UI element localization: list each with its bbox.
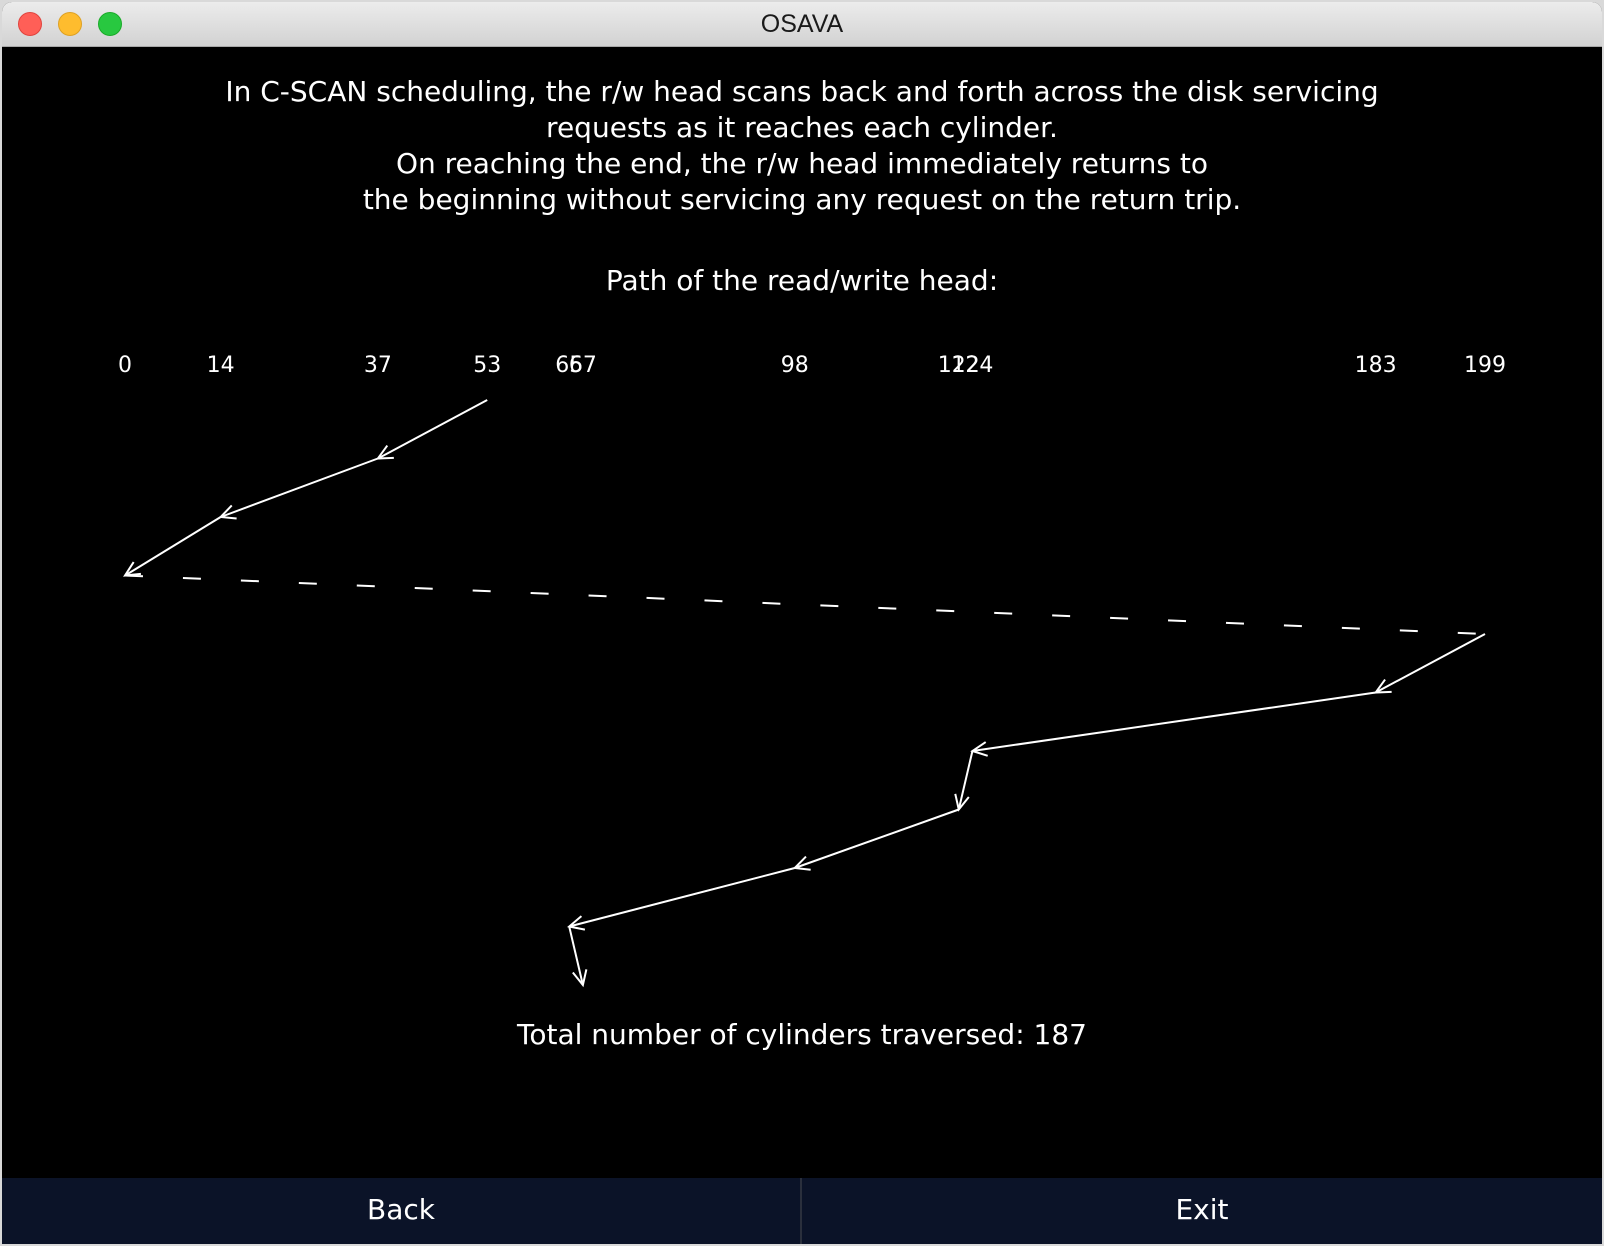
tick-label: 122 (937, 353, 980, 378)
zoom-window-button[interactable] (98, 12, 122, 36)
tick-label: 67 (568, 353, 597, 378)
button-bar: Back Exit (2, 1178, 1602, 1244)
path-title: Path of the read/write head: (605, 264, 999, 297)
description-line: the beginning without servicing any requ… (362, 183, 1242, 216)
exit-button[interactable]: Exit (802, 1178, 1602, 1244)
tick-label: 183 (1354, 353, 1397, 378)
head-path-segment (794, 808, 960, 869)
back-button[interactable]: Back (2, 1178, 802, 1244)
tick-label: 98 (780, 353, 809, 378)
description-line: In C-SCAN scheduling, the r/w head scans… (225, 75, 1379, 108)
arrow-head (123, 561, 142, 577)
tick-label: 37 (363, 353, 392, 378)
head-path-segment (124, 516, 222, 577)
head-path-segment (220, 457, 379, 518)
total-cylinders-text: Total number of cylinders traversed: 187 (517, 1018, 1087, 1051)
head-path-segment (1375, 633, 1486, 694)
tick-label: 14 (206, 353, 235, 378)
minimize-window-button[interactable] (58, 12, 82, 36)
description-line: On reaching the end, the r/w head immedi… (395, 147, 1209, 180)
head-path-segment (568, 926, 584, 986)
tick-label: 0 (118, 353, 132, 378)
return-trip-dashed-line (124, 574, 1486, 635)
description-line: requests as it reaches each cylinder. (546, 111, 1058, 144)
arrow-head (572, 969, 588, 988)
window-title: OSAVA (760, 10, 844, 38)
title-bar: OSAVA (2, 2, 1602, 47)
tick-label: 199 (1464, 353, 1506, 378)
head-path-segment (957, 750, 974, 810)
tick-label: 124 (951, 353, 994, 378)
head-path-segment (568, 867, 795, 928)
close-window-button[interactable] (18, 12, 42, 36)
head-path-segment (377, 399, 488, 460)
tick-label: 53 (473, 353, 502, 378)
algorithm-description: In C-SCAN scheduling, the r/w head scans… (102, 74, 1502, 218)
head-path-segment (972, 691, 1376, 752)
tick-label: 65 (555, 353, 584, 378)
